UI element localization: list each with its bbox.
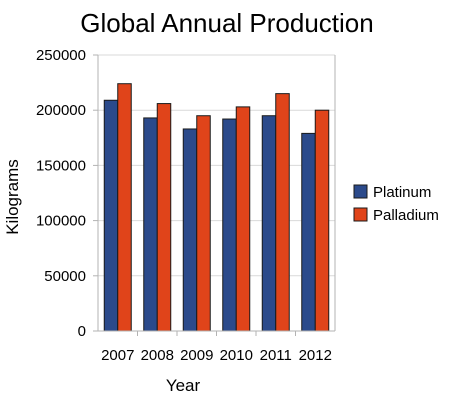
legend-swatch-platinum — [353, 184, 368, 199]
bar-palladium-2011 — [275, 93, 290, 332]
bar-platinum-2008 — [143, 117, 158, 332]
bar-platinum-2009 — [182, 128, 198, 332]
bar-platinum-2011 — [261, 115, 277, 332]
chart-title: Global Annual Production — [80, 8, 373, 38]
axes — [93, 54, 336, 336]
bar-platinum-2007 — [103, 99, 119, 332]
bar-platinum-2010 — [222, 118, 237, 332]
legend-swatch-palladium — [353, 207, 368, 222]
bar-platinum-2012 — [301, 132, 316, 332]
x-tick-label: 2011 — [260, 347, 292, 364]
bar-palladium-2007 — [117, 83, 132, 332]
x-tick-label: 2009 — [180, 347, 213, 364]
legend-label-palladium: Palladium — [373, 207, 439, 224]
x-tick-labels: 2007 2008 2009 2010 2011 2012 — [101, 347, 332, 364]
gridlines — [98, 54, 335, 277]
y-axis-label: Kilograms — [3, 159, 22, 235]
y-tick-label: 50000 — [44, 268, 86, 285]
x-tick-label: 2008 — [141, 347, 174, 364]
y-tick-label: 200000 — [36, 102, 86, 119]
x-tick-label: 2010 — [220, 347, 253, 364]
bars — [103, 83, 330, 332]
y-tick-label: 0 — [78, 323, 86, 340]
x-tick-label: 2007 — [101, 347, 134, 364]
y-tick-label: 100000 — [36, 213, 86, 230]
x-tick-label: 2012 — [299, 347, 332, 364]
bar-palladium-2008 — [156, 103, 172, 332]
bar-palladium-2010 — [235, 106, 251, 332]
bar-palladium-2009 — [196, 115, 211, 332]
legend: Platinum Palladium — [353, 184, 439, 224]
y-tick-label: 150000 — [36, 157, 86, 174]
legend-label-platinum: Platinum — [373, 184, 431, 201]
x-axis-label: Year — [166, 376, 201, 395]
y-tick-labels: 0 50000 100000 150000 200000 250000 — [36, 47, 86, 340]
y-tick-label: 250000 — [36, 47, 86, 64]
bar-palladium-2012 — [314, 109, 330, 332]
